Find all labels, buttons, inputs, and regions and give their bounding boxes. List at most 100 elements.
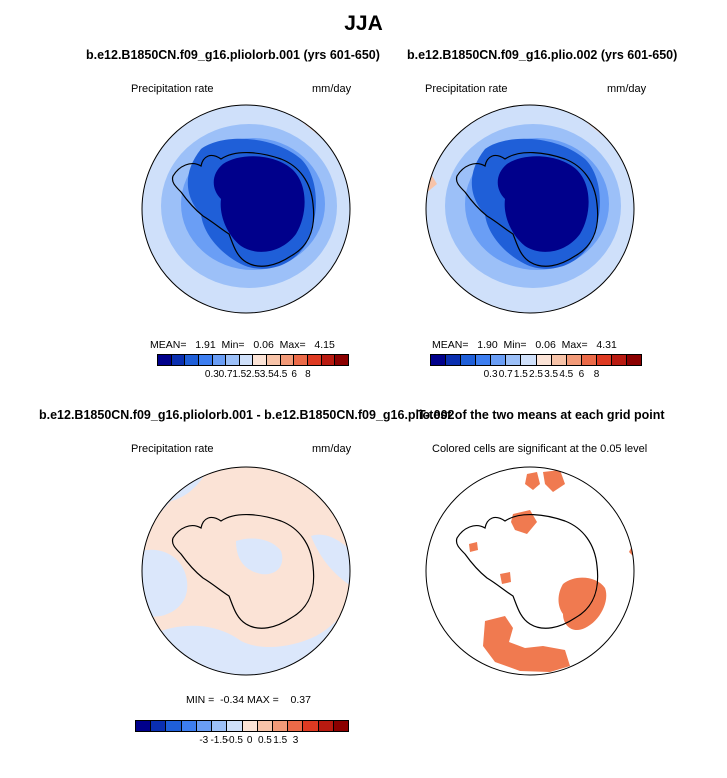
- colorbar-box: [242, 721, 258, 731]
- colorbar-tick-label: 0.3: [204, 369, 219, 380]
- figure-title: JJA: [344, 12, 383, 35]
- panel-1-title: b.e12.B1850CN.f09_g16.pliolorb.001 (yrs …: [86, 48, 380, 62]
- colorbar-box: [596, 355, 612, 365]
- colorbar-box: [308, 355, 322, 365]
- colorbar-box: [506, 355, 522, 365]
- colorbar-tick-label: 1.5: [513, 369, 528, 380]
- colorbar-tick-label: 6: [578, 369, 585, 380]
- panel-1-max-value: 4.15: [314, 339, 335, 351]
- colorbar-tick-label: 0.7: [218, 369, 233, 380]
- colorbar-box: [431, 355, 447, 365]
- colorbar-box: [581, 355, 597, 365]
- colorbar-box: [158, 355, 172, 365]
- colorbar-tick-label: 0.5: [257, 735, 272, 746]
- colorbar-box: [257, 721, 273, 731]
- colorbar-box: [318, 721, 334, 731]
- colorbar-box: [196, 721, 213, 731]
- colorbar-box: [253, 355, 268, 365]
- colorbar-tick-label: 8: [305, 369, 311, 380]
- panel-2-min-value: 0.06: [535, 339, 556, 351]
- panel-3-stats: MIN = -0.34 MAX = 0.37: [186, 694, 346, 706]
- colorbar-box: [321, 355, 336, 365]
- colorbar-box: [226, 355, 240, 365]
- colorbar-box: [212, 355, 227, 365]
- colorbar-tick-label: -1.5: [210, 735, 228, 746]
- colorbar-tick-label: 6: [291, 369, 297, 380]
- colorbar-box: [303, 721, 319, 731]
- colorbar-tick-label: 1.5: [273, 735, 288, 746]
- colorbar-box: [280, 355, 295, 365]
- colorbar-box: [166, 721, 182, 731]
- panel-3-min-label: MIN =: [186, 694, 215, 706]
- colorbar-box: [171, 355, 186, 365]
- colorbar-box: [181, 721, 197, 731]
- panel-2-units-label: mm/day: [607, 83, 647, 95]
- panel-3-colorbar: [135, 720, 349, 732]
- colorbar-box: [227, 721, 243, 731]
- panel-3-polar-map: [141, 466, 351, 676]
- panel-1-stats: MEAN= 1.91 Min= 0.06 Max= 4.15: [150, 339, 350, 351]
- colorbar-box: [491, 355, 507, 365]
- panel-1-mean-value: 1.91: [195, 339, 216, 351]
- colorbar-tick-label: -3: [199, 735, 209, 746]
- colorbar-tick-label: 0.3: [483, 369, 498, 380]
- colorbar-box: [212, 721, 228, 731]
- colorbar-box: [185, 355, 199, 365]
- colorbar-tick-label: 3: [292, 735, 299, 746]
- panel-3-max-label: MAX =: [247, 694, 279, 706]
- colorbar-box: [611, 355, 628, 365]
- colorbar-box: [198, 355, 213, 365]
- colorbar-box: [335, 355, 348, 365]
- colorbar-box: [476, 355, 492, 365]
- colorbar-box: [446, 355, 462, 365]
- panel-1-polar-map: [141, 104, 351, 314]
- colorbar-box: [294, 355, 309, 365]
- panel-1-mean-label: MEAN=: [150, 339, 187, 351]
- panel-3-variable-label: Precipitation rate: [131, 443, 214, 455]
- colorbar-box: [461, 355, 477, 365]
- colorbar-box: [566, 355, 582, 365]
- panel-2-polar-map: [425, 104, 635, 314]
- colorbar-box: [627, 355, 642, 365]
- colorbar-box: [333, 721, 349, 731]
- colorbar-box: [521, 355, 537, 365]
- panel-2-stats: MEAN= 1.90 Min= 0.06 Max= 4.31: [432, 339, 652, 351]
- colorbar-box: [136, 721, 152, 731]
- panel-1-min-value: 0.06: [253, 339, 274, 351]
- panel-3-max-value: 0.37: [290, 694, 311, 706]
- panel-2-max-label: Max=: [561, 339, 588, 351]
- colorbar-box: [551, 355, 567, 365]
- colorbar-box: [288, 721, 304, 731]
- panel-1-variable-label: Precipitation rate: [131, 83, 214, 95]
- colorbar-tick-label: 2.5: [246, 369, 260, 380]
- panel-2-mean-label: MEAN=: [432, 339, 469, 351]
- colorbar-tick-label: 3.5: [259, 369, 274, 380]
- panel-4-significance-label: Colored cells are significant at the 0.0…: [432, 443, 648, 455]
- colorbar-box: [267, 355, 281, 365]
- colorbar-tick-label: 0: [246, 735, 253, 746]
- panel-2-min-label: Min=: [503, 339, 527, 351]
- panel-3-min-value: -0.34: [220, 694, 245, 706]
- colorbar-box: [272, 721, 289, 731]
- panel-2-colorbar: [430, 354, 642, 366]
- panel-3-units-label: mm/day: [312, 443, 352, 455]
- panel-1-units-label: mm/day: [312, 83, 352, 95]
- panel-2-variable-label: Precipitation rate: [425, 83, 508, 95]
- colorbar-tick-label: 0.7: [498, 369, 513, 380]
- panel-3-title: b.e12.B1850CN.f09_g16.pliolorb.001 - b.e…: [39, 408, 455, 422]
- panel-1-colorbar: [157, 354, 349, 366]
- colorbar-tick-label: 8: [593, 369, 600, 380]
- panel-4-title: T-test of the two means at each grid poi…: [418, 408, 665, 422]
- colorbar-tick-label: -0.5: [225, 735, 243, 746]
- panel-2-mean-value: 1.90: [477, 339, 498, 351]
- panel-4-polar-map: [425, 466, 635, 676]
- colorbar-tick-label: 4.5: [559, 369, 574, 380]
- panel-1-min-label: Min=: [221, 339, 245, 351]
- colorbar-tick-label: 1.5: [232, 369, 247, 380]
- panel-2-title: b.e12.B1850CN.f09_g16.plio.002 (yrs 601-…: [407, 48, 678, 62]
- colorbar-box: [239, 355, 254, 365]
- panel-1-max-label: Max=: [279, 339, 306, 351]
- panel-2-max-value: 4.31: [596, 339, 617, 351]
- colorbar-tick-label: 4.5: [273, 369, 288, 380]
- colorbar-box: [536, 355, 552, 365]
